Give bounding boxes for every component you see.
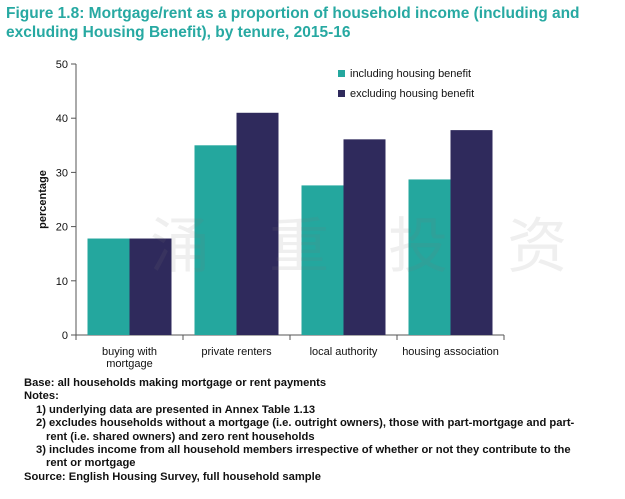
bar	[450, 130, 493, 335]
y-tick-label: 10	[56, 276, 68, 288]
bar	[87, 238, 130, 335]
note-2-line-1: 2) excludes households without a mortgag…	[36, 417, 575, 430]
note-3-line-2: rent or mortgage	[46, 457, 136, 470]
x-tick-label: buying with	[102, 346, 157, 358]
bar	[343, 139, 386, 335]
y-tick-label: 0	[62, 330, 68, 342]
note-1: 1) underlying data are presented in Anne…	[36, 403, 316, 416]
bar	[301, 185, 344, 335]
base-note: Base: all households making mortgage or …	[24, 377, 327, 389]
legend-label: including housing benefit	[350, 68, 471, 80]
note-3-line-1: 3) includes income from all household me…	[36, 444, 571, 457]
chart-notes: Base: all households making mortgage or …	[24, 377, 619, 484]
y-tick-label: 50	[56, 59, 68, 71]
bar	[129, 238, 172, 335]
y-tick-label: 40	[56, 113, 68, 125]
legend-swatch	[338, 70, 345, 77]
x-tick-label: housing association	[402, 346, 499, 358]
y-tick-label: 20	[56, 222, 68, 234]
y-tick-label: 30	[56, 167, 68, 179]
chart-title: Figure 1.8: Mortgage/rent as a proportio…	[6, 5, 580, 41]
source-note: Source: English Housing Survey, full hou…	[24, 470, 321, 483]
bar	[194, 145, 237, 335]
legend-label: excluding housing benefit	[350, 88, 474, 100]
bar	[236, 112, 279, 335]
x-tick-label: mortgage	[106, 358, 152, 370]
notes-heading: Notes:	[24, 390, 59, 403]
x-tick-label: local authority	[310, 346, 378, 358]
x-tick-label: private renters	[201, 346, 272, 358]
legend-swatch	[338, 90, 345, 97]
note-2-line-2: rent (i.e. shared owners) and zero rent …	[46, 430, 315, 443]
y-axis-label: percentage	[37, 170, 49, 229]
bar-chart: 0 10 20 30 40 50 percentage buying withmortgage…	[37, 59, 505, 370]
bar	[408, 179, 451, 335]
